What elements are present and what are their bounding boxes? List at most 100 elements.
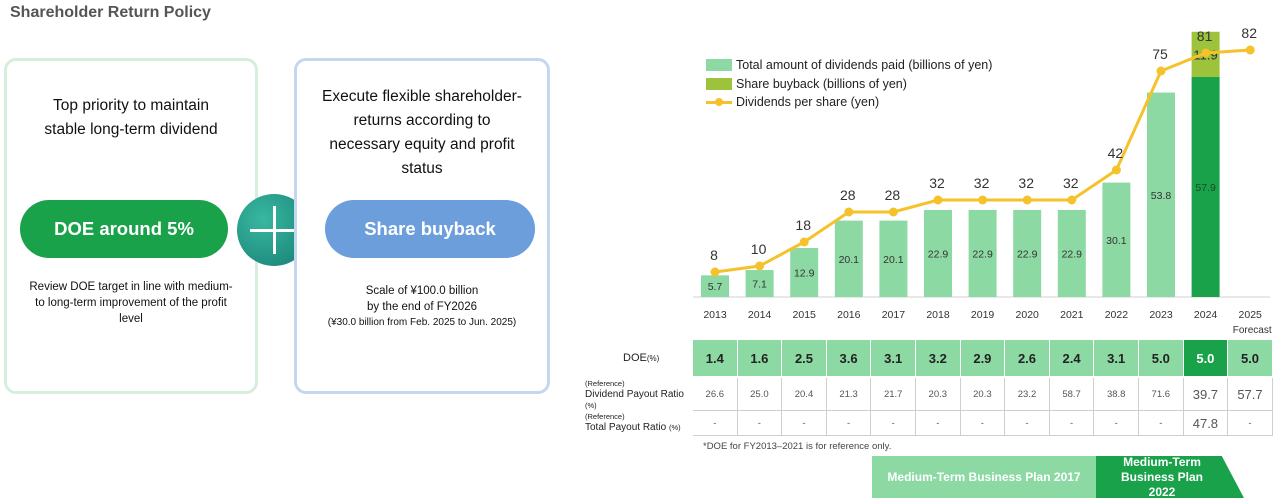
bar-dividends-2015 [790, 247, 819, 297]
dividend-payout-cell-2023: 71.6 [1139, 378, 1184, 410]
legend-swatch-dividends [706, 59, 732, 72]
total-payout-cell-2022: - [1094, 411, 1139, 435]
bar-label-dividends-2022: 30.1 [1106, 235, 1127, 247]
dps-label-2022: 42 [1108, 145, 1124, 161]
dps-label-2023: 75 [1152, 46, 1168, 62]
x-tick-2018: 2018 [926, 309, 950, 321]
x-tick-2024: 2024 [1194, 309, 1218, 321]
dividend-payout-cell-2016: 21.3 [827, 378, 872, 410]
x-tick-2025: 2025 [1239, 309, 1263, 321]
total-payout-cell-2014: - [738, 411, 783, 435]
x-tick-2013: 2013 [703, 309, 727, 321]
x-tick-2021: 2021 [1060, 309, 1084, 321]
dividend-payout-cell-2019: 20.3 [961, 378, 1006, 410]
bar-label-dividends-2019: 22.9 [972, 248, 993, 260]
buyback-scale-note: Scale of ¥100.0 billion by the end of FY… [297, 283, 547, 331]
total-payout-cell-2017: - [871, 411, 916, 435]
dividend-payout-label: Dividend Payout Ratio [585, 389, 684, 400]
bar-dividends-2014 [745, 270, 774, 297]
total-payout-cell-2025: - [1228, 411, 1273, 435]
total-payout-cell-2013: - [693, 411, 738, 435]
doe-cell-2025: 5.0 [1228, 340, 1273, 376]
dps-label-2019: 32 [974, 175, 990, 191]
bar-label-dividends-2015: 12.9 [794, 267, 815, 279]
dividend-payout-row-label: (Reference) Dividend Payout Ratio (%) [585, 378, 684, 411]
dps-point-2021 [1067, 195, 1077, 205]
bar-label-dividends-2018: 22.9 [928, 248, 949, 260]
doe-cell-2024: 5.0 [1183, 340, 1229, 376]
doe-row-label: DOE(%) [623, 353, 659, 364]
page-title: Shareholder Return Policy [10, 4, 211, 21]
bar-label-dividends-2014: 7.1 [752, 279, 767, 291]
doe-cell-2019: 2.9 [960, 340, 1006, 376]
bar-label-dividends-2021: 22.9 [1062, 248, 1083, 260]
doe-footnote: *DOE for FY2013–2021 is for reference on… [703, 441, 892, 452]
legend-label-dividends: Total amount of dividends paid (billions… [736, 58, 993, 73]
table-divider-0 [693, 410, 1273, 411]
doe-review-note: Review DOE target in line with medium- t… [29, 281, 233, 325]
dps-point-2019 [978, 195, 988, 205]
doe-cell-2017: 3.1 [871, 340, 916, 376]
x-tick-2014: 2014 [748, 309, 772, 321]
dps-point-2022 [1111, 165, 1121, 175]
bar-dividends-2022 [1102, 182, 1131, 297]
buyback-policy-heading: Execute flexible shareholder-returns acc… [322, 88, 522, 177]
x-tick-2016: 2016 [837, 309, 861, 321]
dividend-payout-unit: (%) [585, 401, 597, 410]
dividend-policy-heading: Top priority to maintain stable long-ter… [44, 97, 218, 138]
bar-label-dividends-2016: 20.1 [839, 254, 860, 266]
dps-label-2018: 32 [929, 175, 945, 191]
legend-label-buyback: Share buyback (billions of yen) [736, 76, 907, 91]
dps-label-2020: 32 [1018, 175, 1034, 191]
bar-label-dividends-2024: 57.9 [1195, 182, 1216, 194]
dividend-payout-cell-2015: 20.4 [782, 378, 827, 410]
dps-label-2024: 81 [1197, 28, 1213, 44]
doe-table-row: 1.4 1.6 2.5 3.6 3.1 3.2 2.9 2.6 2.4 3.1 5.0 5.0 5.0 [693, 340, 1273, 376]
dps-point-2016 [844, 207, 854, 217]
doe-cell-2023: 5.0 [1139, 340, 1184, 376]
dps-label-2025: 82 [1241, 25, 1257, 41]
dividend-payout-cell-2025: 57.7 [1228, 378, 1273, 410]
dividend-payout-cell-2018: 20.3 [916, 378, 961, 410]
plan-2017-bar: Medium-Term Business Plan 2017 [872, 456, 1096, 498]
bar-dividends-2024 [1191, 76, 1220, 297]
dps-point-2017 [888, 207, 898, 217]
buyback-note-line1: Scale of ¥100.0 billion [365, 285, 479, 297]
dividend-payout-cell-2017: 21.7 [871, 378, 916, 410]
legend-swatch-dps [706, 96, 732, 108]
total-payout-ref: (Reference) [585, 412, 625, 421]
total-payout-label: Total Payout Ratio [585, 422, 667, 433]
dps-point-2020 [1022, 195, 1032, 205]
buyback-policy-box: Execute flexible shareholder-returns acc… [294, 58, 550, 394]
plan-2022-label: Medium-Term Business Plan 2022 [1120, 454, 1204, 499]
dividend-payout-cell-2024: 39.7 [1184, 378, 1229, 410]
doe-cell-2018: 3.2 [916, 340, 961, 376]
dps-label-2021: 32 [1063, 175, 1079, 191]
bar-dividends-2017 [879, 220, 908, 297]
dps-point-2024 [1201, 48, 1211, 58]
dps-point-2014 [755, 261, 765, 271]
doe-cell-2021: 2.4 [1049, 340, 1095, 376]
x-tick-2022: 2022 [1105, 309, 1129, 321]
total-payout-cell-2020: - [1005, 411, 1050, 435]
bar-label-dividends-2023: 53.8 [1151, 190, 1172, 202]
x-tick-2015: 2015 [793, 309, 817, 321]
dps-label-2014: 10 [751, 241, 767, 257]
total-payout-cell-2015: - [782, 411, 827, 435]
bar-dividends-2023 [1147, 92, 1175, 297]
bar-label-dividends-2013: 5.7 [708, 281, 723, 293]
bar-dividends-2020 [1013, 209, 1042, 297]
total-payout-cell-2019: - [961, 411, 1006, 435]
dividend-payout-cell-2021: 58.7 [1050, 378, 1095, 410]
buyback-note-line3: (¥30.0 billion from Feb. 2025 to Jun. 20… [327, 317, 517, 328]
bar-dividends-2019 [968, 209, 997, 297]
dps-point-2015 [799, 237, 809, 247]
doe-cell-2022: 3.1 [1094, 340, 1139, 376]
legend-item-dps: Dividends per share (yen) [706, 93, 992, 112]
total-payout-unit: (%) [668, 423, 681, 432]
total-payout-row-label: (Reference) Total Payout Ratio (%) [585, 411, 681, 433]
doe-label: DOE [623, 352, 647, 364]
dps-point-2013 [710, 267, 720, 277]
dividend-payout-cell-2022: 38.8 [1094, 378, 1139, 410]
